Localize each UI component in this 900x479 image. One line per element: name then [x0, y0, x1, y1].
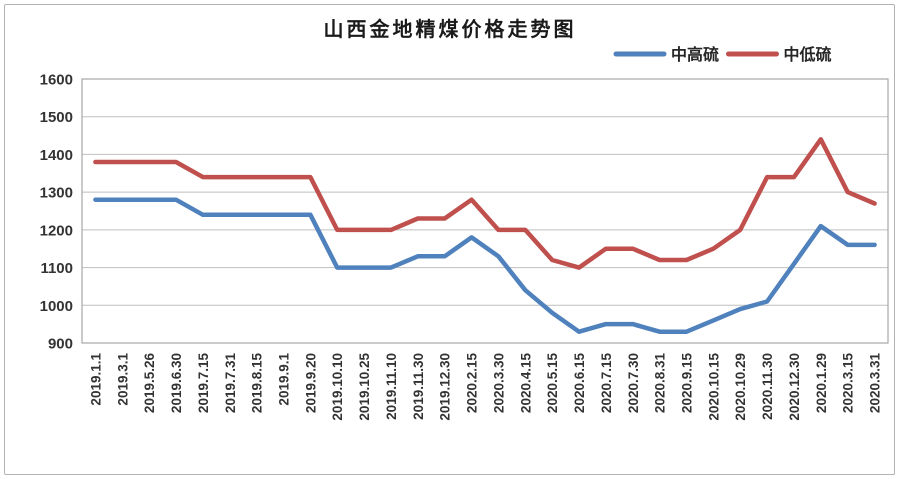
x-tick-label: 2019.11.30 [411, 353, 426, 420]
x-tick-label: 2020.10.15 [706, 353, 721, 421]
x-tick-label: 2019.9.1 [277, 353, 292, 406]
x-tick-label: 2020.2.15 [465, 353, 480, 414]
series-line-中高硫 [93, 197, 877, 334]
x-tick-label: 2020.7.30 [626, 353, 641, 413]
x-tick-label: 2020.3.15 [841, 353, 856, 414]
x-tick-label: 2019.6.30 [169, 353, 184, 413]
axes-layer: 1600 1500 1400 1300 1200 1100 1000 900 2019.1.1 2… [40, 72, 883, 421]
x-tick-label: 2020.12.30 [787, 353, 802, 421]
x-tick-label: 2019.10.10 [330, 353, 345, 421]
x-tick-label: 2020.4.15 [518, 353, 533, 414]
x-tick-label: 2019.3.1 [115, 353, 130, 406]
x-tick-label: 2020.10.29 [733, 353, 748, 421]
x-tick-label: 2019.1.1 [88, 353, 103, 406]
gridlines-layer [81, 78, 889, 344]
x-tick-label: 2020.5.15 [545, 353, 560, 414]
legend-label: 中低硫 [784, 45, 832, 64]
x-tick-label: 2020.3.31 [868, 353, 883, 414]
legend-item: 中低硫 [726, 45, 832, 64]
y-tick-label: 1000 [40, 298, 73, 315]
x-tick-label: 2020.1.29 [814, 353, 829, 413]
chart-title: 山西金地精煤价格走势图 [324, 17, 577, 41]
legend: 中高硫 中低硫 [613, 45, 832, 64]
legend-item: 中高硫 [613, 45, 719, 64]
series-line-中低硫 [93, 137, 877, 270]
x-tick-label: 2020.8.31 [653, 353, 668, 414]
plot-border [81, 78, 889, 344]
x-tick-label: 2019.7.31 [223, 353, 238, 414]
y-tick-label: 1600 [40, 72, 73, 89]
x-tick-label: 2020.9.15 [680, 353, 695, 414]
x-tick-label: 2019.11.10 [384, 353, 399, 420]
y-tick-label: 1300 [40, 185, 73, 202]
x-tick-label: 2020.3.30 [491, 353, 506, 413]
x-tick-label: 2020.7.15 [599, 353, 614, 414]
y-tick-label: 1500 [40, 109, 73, 126]
series-layer [93, 137, 877, 334]
x-tick-label: 2019.8.15 [250, 353, 265, 414]
x-tick-label: 2020.6.15 [572, 353, 587, 414]
x-tick-label: 2019.5.26 [142, 353, 157, 414]
x-tick-label: 2020.11.30 [760, 353, 775, 420]
x-tick-label: 2019.10.25 [357, 353, 372, 421]
y-tick-label: 1200 [40, 222, 73, 239]
x-tick-label: 2019.9.20 [303, 353, 318, 413]
y-tick-label: 900 [48, 336, 73, 353]
legend-label: 中高硫 [671, 45, 719, 64]
y-tick-label: 1400 [40, 147, 73, 164]
x-tick-label: 2019.7.15 [196, 353, 211, 414]
y-tick-label: 1100 [40, 260, 73, 277]
x-tick-label: 2019.12.30 [438, 353, 453, 421]
